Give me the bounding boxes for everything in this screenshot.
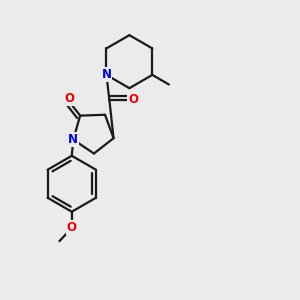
Text: N: N [101, 68, 111, 81]
Text: N: N [68, 133, 78, 146]
Text: O: O [64, 92, 74, 105]
Text: O: O [67, 221, 77, 234]
Text: O: O [128, 93, 138, 106]
